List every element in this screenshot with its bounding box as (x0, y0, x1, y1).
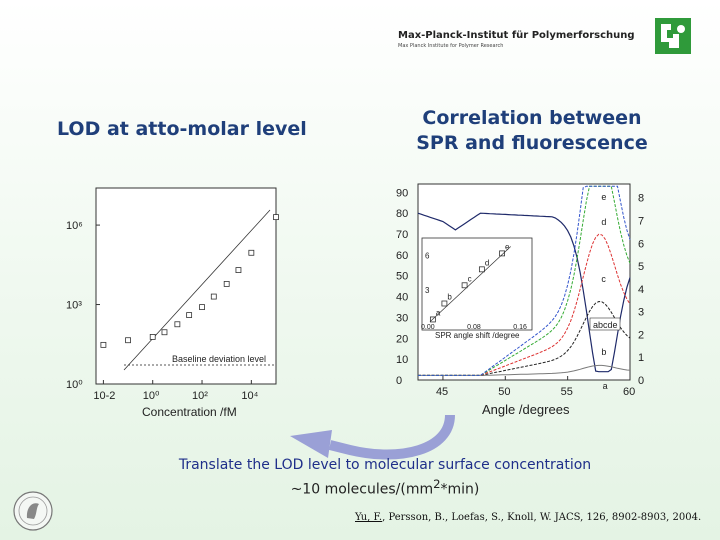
lod-title: LOD at atto-molar level (57, 118, 307, 140)
lod-point (223, 281, 230, 287)
inset-point (478, 266, 485, 273)
reference-author-link[interactable]: Yu, F. (355, 512, 383, 523)
lod-ytick-label: 10⁰ (66, 379, 83, 391)
spr-right-tick-label: 7 (638, 215, 644, 227)
reference-rest: , Persson, B., Loefas, S., Knoll, W. JAC… (382, 512, 702, 523)
lod-point (199, 304, 205, 311)
inset-fit-line (429, 246, 511, 322)
spr-left-tick-label: 20 (396, 333, 408, 345)
inset-ytick-label: 6 (425, 252, 430, 261)
lod-xlabel: Concentration /fM (142, 405, 237, 419)
institute-subtitle: Max Planck Institute for Polymer Researc… (398, 43, 504, 49)
translate-arrow (290, 414, 455, 460)
series-label-a: a (603, 381, 608, 391)
spr-right-tick-label: 2 (638, 329, 644, 341)
inset-plot (421, 237, 533, 331)
lod-point (273, 214, 279, 221)
inset-point (499, 250, 505, 257)
lod-xtick-label: 10⁰ (143, 390, 160, 402)
inset-point (441, 300, 448, 307)
lod-ytick-label: 10³ (66, 300, 82, 312)
inset-ytick-label: 3 (425, 286, 430, 295)
baseline-annotation: Baseline deviation level (172, 354, 266, 364)
lod-fit-line (123, 209, 271, 371)
spr-left-tick-label: 40 (396, 292, 408, 304)
lod-xtick-label: 10-2 (93, 390, 115, 402)
caption-line1: Translate the LOD level to molecular sur… (178, 457, 592, 473)
lod-plot-area (95, 187, 277, 385)
lod-chart: Baseline deviation level 10-2 10⁰ 10² 10⁴ 10… (66, 187, 279, 419)
spr-left-tick-label: 50 (396, 271, 408, 283)
arrow-head-icon (290, 430, 332, 458)
fluorescence-curve-c (418, 233, 631, 376)
lod-point (186, 312, 193, 318)
series-label-d: d (601, 217, 606, 227)
fluorescence-curve-b (418, 300, 631, 376)
correlation-title-line2: SPR and fluorescence (416, 132, 648, 154)
spr-right-tick-label: 4 (638, 284, 644, 296)
abcde-box (589, 317, 621, 331)
spr-left-tick-label: 70 (396, 229, 408, 241)
inset-xlabel: SPR angle shift /degree (435, 331, 520, 340)
spr-left-tick-label: 30 (396, 312, 408, 324)
lod-point (210, 293, 217, 300)
lod-point (125, 337, 131, 344)
lod-point (174, 321, 181, 328)
inset-point-label: c (468, 274, 472, 283)
spr-right-tick-label: 3 (638, 307, 644, 319)
fluorescence-curve-e (418, 185, 631, 376)
lod-point (100, 341, 107, 348)
spr-xtick-label: 55 (561, 386, 573, 398)
spr-right-tick-label: 6 (638, 238, 644, 250)
mpip-logo-icon (655, 18, 691, 54)
inset-point-label: a (436, 308, 441, 317)
arrow-body (328, 414, 455, 460)
institute-name: Max-Planck-Institut für Polymerforschung (398, 30, 635, 41)
lod-xtick-label: 10⁴ (241, 390, 258, 402)
caption-line2-post: *min) (440, 481, 480, 498)
caption: Translate the LOD level to molecular sur… (150, 456, 620, 500)
caption-line2: ~10 molecules/(mm2*min) (150, 475, 620, 500)
lod-point (149, 334, 156, 340)
series-label-c: c (601, 274, 606, 284)
lod-xtick-label: 10² (192, 390, 208, 402)
correlation-title-line1: Correlation between (422, 107, 642, 129)
correlation-title: Correlation between SPR and fluorescence (392, 106, 672, 156)
spr-xlabel: Angle /degrees (482, 402, 570, 417)
spr-xtick-label: 50 (498, 386, 510, 398)
inset-point (461, 282, 468, 289)
inset-xtick-label: 0.08 (467, 324, 481, 331)
spr-right-tick-label: 8 (638, 193, 644, 205)
lod-point (248, 249, 255, 256)
minerva-seal-icon (13, 491, 53, 531)
spr-right-tick-label: 5 (638, 261, 644, 273)
spr-left-tick-label: 80 (396, 208, 408, 220)
spr-xtick-label: 60 (623, 386, 635, 398)
inset-xtick-label: 0.16 (513, 324, 527, 331)
spr-left-tick-label: 10 (396, 354, 408, 366)
inset-point-label: b (447, 293, 452, 302)
inset-xtick-label: 0.00 (421, 324, 435, 331)
caption-line2-sup: 2 (433, 477, 441, 491)
spr-right-tick-label: 1 (638, 352, 644, 364)
abcde-label: abcde (593, 320, 618, 330)
spr-left-tick-label: 0 (396, 375, 402, 387)
series-label-b: b (601, 347, 606, 357)
spr-xtick-label: 45 (436, 386, 448, 398)
series-label-e: e (601, 192, 606, 202)
reference: Yu, F., Persson, B., Loefas, S., Knoll, … (355, 512, 701, 523)
caption-line2-pre: ~10 molecules/(mm (290, 481, 434, 498)
spr-reflectivity-curve (417, 212, 631, 373)
spr-right-tick-label: 0 (638, 375, 644, 387)
fluorescence-curve-a (418, 364, 631, 376)
lod-ytick-label: 10⁶ (66, 220, 83, 232)
spr-left-tick-label: 60 (396, 250, 408, 262)
spr-left-tick-label: 90 (396, 187, 408, 199)
lod-point (235, 267, 242, 273)
inset-point-label: d (485, 258, 489, 267)
inset-point-label: e (505, 242, 510, 251)
lod-point (161, 329, 168, 336)
